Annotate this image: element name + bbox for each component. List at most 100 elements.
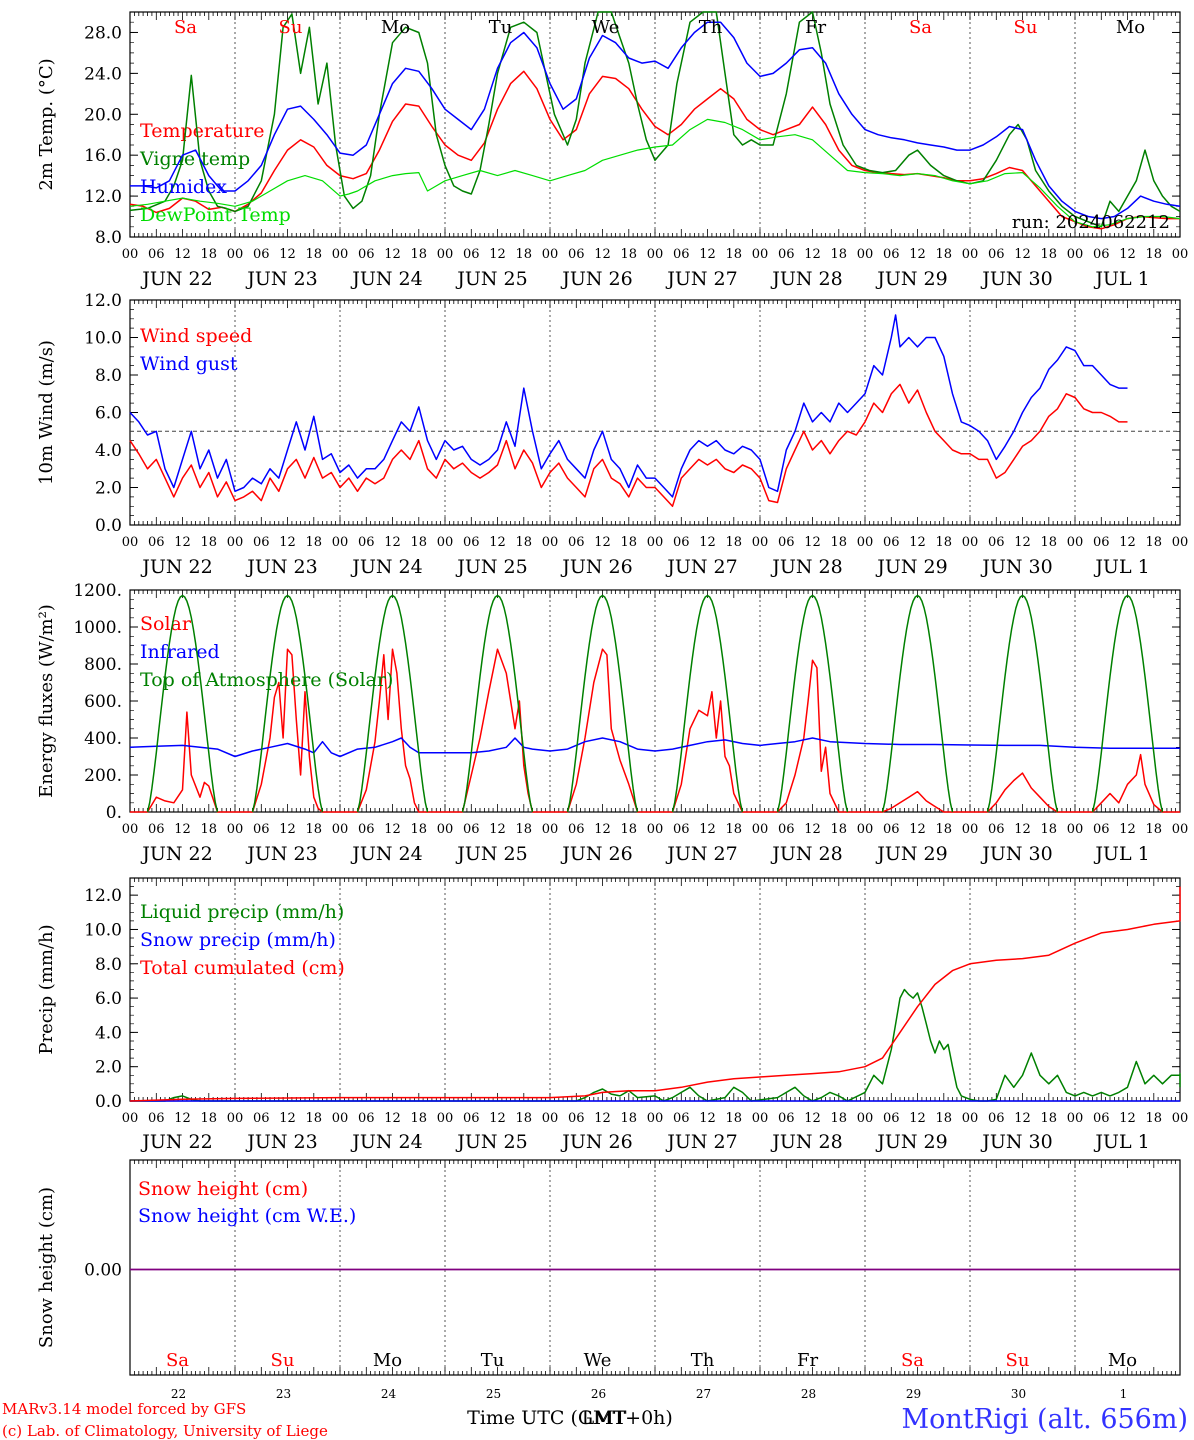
hour-tick-label: 06 — [358, 247, 375, 262]
y-tick-label: 20.0 — [84, 105, 122, 125]
hour-tick-label: 00 — [542, 822, 559, 837]
hour-tick-label: 18 — [725, 1111, 742, 1126]
day-label: JUN 22 — [140, 556, 212, 578]
legend-entry: Wind gust — [140, 353, 238, 375]
hour-tick-label: 00 — [332, 247, 349, 262]
hour-tick-label: 12 — [174, 247, 191, 262]
hour-tick-label: 06 — [568, 1111, 585, 1126]
hour-tick-label: 18 — [935, 247, 952, 262]
hour-tick-label: 06 — [883, 822, 900, 837]
hour-tick-label: 00 — [227, 247, 244, 262]
hour-tick-label: 12 — [174, 535, 191, 550]
y-tick-label: 4.0 — [95, 441, 122, 461]
hour-tick-label: 12 — [1014, 1111, 1031, 1126]
hour-tick-label: 00 — [752, 822, 769, 837]
hour-tick-label: 18 — [620, 535, 637, 550]
x-ticks — [129, 590, 1181, 812]
hour-tick-label: 00 — [437, 535, 454, 550]
day-label: JUN 26 — [560, 556, 632, 578]
hour-tick-label: 06 — [1093, 822, 1110, 837]
hour-tick-label: 18 — [830, 535, 847, 550]
series-line — [129, 737, 1180, 758]
hour-tick-label: 06 — [148, 1111, 165, 1126]
hour-tick-label: 06 — [883, 1111, 900, 1126]
day-label: JUN 27 — [665, 1131, 737, 1153]
hour-tick-label: 00 — [647, 1111, 664, 1126]
hour-tick-label: 18 — [200, 1111, 217, 1126]
legend-entry: DewPoint Temp — [140, 204, 291, 226]
hour-tick-label: 18 — [1145, 822, 1162, 837]
hour-tick-label: 06 — [463, 247, 480, 262]
hour-tick-label: 12 — [1119, 535, 1136, 550]
hour-tick-label: 18 — [620, 247, 637, 262]
day-label: JUN 29 — [875, 556, 947, 578]
hour-tick-label: 18 — [515, 1111, 532, 1126]
day-label: JUN 28 — [770, 843, 842, 865]
hour-tick-label: 18 — [725, 247, 742, 262]
x-axis-label: Time UTC (GMT+0h) — [467, 1407, 673, 1429]
hour-tick-label: 06 — [148, 535, 165, 550]
series-line — [129, 383, 1128, 508]
legend-entry: Snow precip (mm/h) — [140, 929, 336, 951]
hour-tick-label: 18 — [935, 535, 952, 550]
legend-entry: Liquid precip (mm/h) — [140, 901, 344, 923]
legend-entry: Solar — [140, 613, 192, 635]
day-label: JUN 23 — [245, 556, 317, 578]
day-label: JUN 25 — [455, 556, 527, 578]
hour-tick-label: 12 — [909, 247, 926, 262]
legend-entry: Wind speed — [140, 325, 252, 347]
lab-credit: (c) Lab. of Climatology, University of L… — [2, 1422, 328, 1440]
weekday-label: Su — [1014, 17, 1038, 38]
y-tick-label: 0.00 — [84, 1261, 122, 1281]
run-label: run: 2024062212 — [1012, 212, 1170, 233]
hour-tick-label: 00 — [857, 1111, 874, 1126]
hour-tick-label: 00 — [227, 1111, 244, 1126]
hour-tick-label: 06 — [463, 535, 480, 550]
hour-tick-label: 18 — [200, 535, 217, 550]
series-line — [129, 314, 1128, 498]
y-tick-label: 0. — [106, 803, 122, 823]
y-tick-label: 6.0 — [95, 404, 122, 424]
hour-tick-label: 18 — [1145, 1111, 1162, 1126]
day-label: JUN 25 — [455, 843, 527, 865]
hour-tick-label: 18 — [1145, 247, 1162, 262]
day-label: JUN 28 — [770, 1131, 842, 1153]
hour-tick-label: 06 — [253, 822, 270, 837]
hour-tick-label: 18 — [305, 247, 322, 262]
hour-tick-label: 12 — [699, 1111, 716, 1126]
day-number-label: 30 — [1011, 1387, 1026, 1401]
hour-tick-label: 00 — [227, 535, 244, 550]
y-axis-label: Energy fluxes (W/m²) — [36, 604, 57, 798]
hour-tick-label: 06 — [988, 1111, 1005, 1126]
hour-tick-label: 12 — [489, 822, 506, 837]
hour-tick-label: 06 — [253, 535, 270, 550]
hour-tick-label: 18 — [410, 1111, 427, 1126]
day-label: JUN 27 — [665, 556, 737, 578]
hour-tick-label: 12 — [909, 1111, 926, 1126]
hour-tick-label: 18 — [410, 247, 427, 262]
hour-tick-label: 06 — [463, 1111, 480, 1126]
day-label: JUN 23 — [245, 268, 317, 290]
hour-tick-label: 06 — [253, 247, 270, 262]
y-tick-label: 12.0 — [84, 886, 122, 906]
legend-entry: Snow height (cm W.E.) — [138, 1205, 356, 1227]
y-tick-label: 8.0 — [95, 228, 122, 248]
day-number-label: 27 — [696, 1387, 711, 1401]
series-line — [129, 70, 1180, 230]
hour-tick-label: 00 — [857, 247, 874, 262]
hour-tick-label: 18 — [830, 247, 847, 262]
hour-tick-label: 12 — [909, 822, 926, 837]
y-tick-label: 6.0 — [95, 989, 122, 1009]
hour-tick-label: 12 — [1014, 247, 1031, 262]
hour-tick-label: 00 — [227, 822, 244, 837]
hour-tick-label: 12 — [384, 1111, 401, 1126]
hour-tick-label: 06 — [673, 247, 690, 262]
day-label: JUN 26 — [560, 843, 632, 865]
x-axis-label-overlay: LMT — [582, 1407, 627, 1429]
series-line — [129, 118, 1181, 228]
hour-tick-label: 18 — [200, 247, 217, 262]
day-number-label: 23 — [276, 1387, 291, 1401]
day-label: JUN 30 — [980, 1131, 1052, 1153]
hour-tick-label: 18 — [935, 1111, 952, 1126]
day-label: JUN 22 — [140, 268, 212, 290]
